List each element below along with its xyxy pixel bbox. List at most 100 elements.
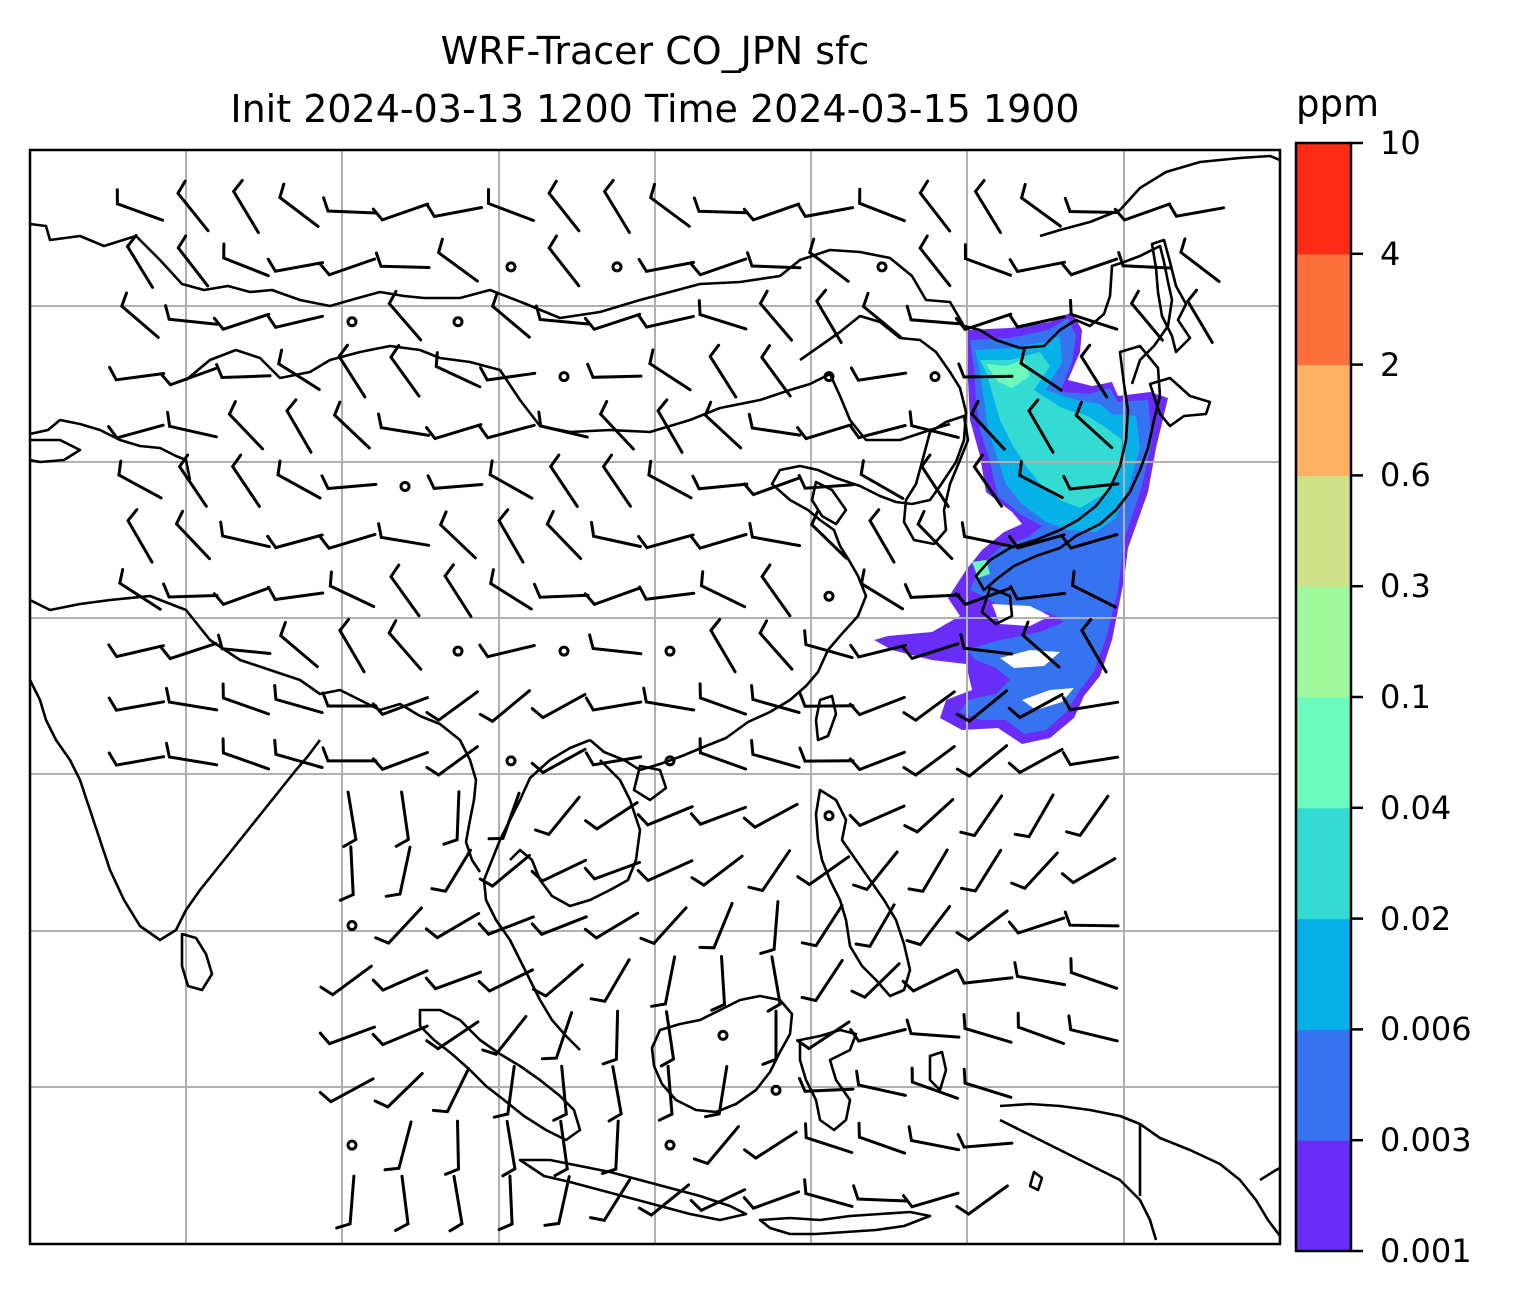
japan-honshu — [974, 344, 1162, 592]
philippines — [814, 788, 912, 998]
wind-barb — [642, 686, 696, 712]
wind-barb — [798, 746, 855, 763]
wind-barb — [478, 423, 536, 440]
wind-barb — [159, 642, 218, 661]
wind-barb — [487, 791, 521, 841]
wind-barb — [903, 583, 961, 599]
wind-barb — [424, 970, 482, 991]
wind-barb — [589, 958, 631, 1003]
wind-barb — [318, 1077, 375, 1104]
wind-barb — [698, 901, 734, 950]
wind-barb — [746, 251, 802, 270]
japan-hokkaido — [1148, 376, 1212, 428]
wind-barb — [425, 423, 483, 441]
colorbar-swatch — [1296, 697, 1351, 809]
wind-barb — [443, 563, 473, 618]
wind-barb — [1008, 313, 1066, 329]
colorbar-tick-label: 2 — [1380, 345, 1401, 384]
wind-barb — [850, 962, 901, 1000]
colorbar-unit-label: ppm — [1296, 82, 1380, 125]
wind-barb — [120, 291, 160, 339]
wind-barb — [425, 690, 479, 723]
wind-barb — [742, 202, 801, 222]
colorbar-swatch — [1296, 253, 1351, 366]
sri-lanka — [180, 932, 214, 992]
wind-barb — [530, 747, 587, 775]
colorbar-tick-label: 0.1 — [1380, 678, 1431, 716]
wind-barb — [690, 533, 748, 550]
wind-barb — [1071, 570, 1117, 609]
wind-barb-calm — [664, 755, 676, 767]
wind-barb — [117, 459, 163, 500]
wind-barb — [481, 1015, 528, 1056]
wind-barb — [742, 1190, 801, 1210]
wind-barb — [444, 1119, 461, 1176]
wind-barb — [1065, 794, 1110, 838]
wind-barb — [108, 366, 166, 382]
wind-barb — [222, 242, 270, 278]
wind-barb — [857, 1121, 907, 1155]
wind-barb — [431, 1067, 471, 1114]
wind-barb — [318, 257, 377, 277]
wind-barb — [859, 459, 905, 500]
wind-barb — [321, 691, 378, 708]
wind-barb — [903, 798, 955, 834]
wind-barb — [1129, 289, 1164, 342]
wind-barb — [552, 1064, 568, 1122]
wind-barb — [1061, 751, 1120, 767]
india-west-coast — [30, 679, 322, 942]
wind-barb-calm — [664, 645, 676, 657]
wind-barb — [955, 1184, 1009, 1216]
wind-barb — [487, 188, 535, 222]
wind-barb — [868, 508, 896, 564]
wind-barb — [1018, 459, 1064, 500]
wind-barb — [478, 853, 531, 888]
wind-barb — [477, 968, 534, 993]
wind-barb — [266, 533, 324, 550]
colorbar — [1294, 141, 1363, 1253]
wind-barb — [589, 1178, 632, 1222]
wind-barb — [383, 1120, 413, 1172]
wind-barb — [1117, 251, 1173, 270]
wind-barb — [322, 196, 378, 215]
wind-barb — [425, 1020, 480, 1051]
wind-barb — [1113, 202, 1172, 222]
wind-barb-calm — [770, 1084, 782, 1096]
wind-barb — [540, 1011, 574, 1061]
wind-barb — [497, 508, 525, 564]
wind-barb — [1008, 533, 1066, 550]
wind-barb — [748, 521, 802, 548]
wind-barb — [424, 911, 481, 940]
wind-barb — [489, 568, 533, 611]
wind-barb — [692, 1125, 740, 1166]
wind-barb-calm — [505, 755, 517, 767]
wind-barb — [1069, 298, 1119, 331]
wind-barb — [107, 423, 165, 440]
wind-barb — [852, 1184, 908, 1203]
wind-barb-calm — [929, 371, 941, 383]
wind-barb — [803, 1178, 854, 1208]
wind-barb — [710, 955, 727, 1012]
wind-barb — [125, 233, 154, 289]
wind-barb — [859, 568, 904, 611]
wind-barb — [760, 563, 792, 618]
wind-barb-calm — [558, 645, 570, 657]
lesser-sunda — [758, 1210, 932, 1236]
wind-barb — [215, 363, 272, 380]
wind-barb-calm — [611, 261, 623, 273]
wind-barb-calm — [452, 316, 464, 328]
wind-barb — [919, 453, 950, 508]
wind-barb — [759, 900, 780, 955]
wind-barb — [916, 510, 954, 560]
wind-barb — [848, 750, 906, 772]
wind-barb — [902, 690, 956, 723]
wind-barb — [814, 288, 843, 344]
graticule — [30, 150, 1280, 1244]
wind-barb — [743, 1130, 798, 1160]
map-frame — [28, 148, 1282, 1246]
wind-barb — [425, 745, 479, 777]
wind-barb — [387, 289, 423, 342]
wind-barb — [697, 299, 748, 331]
wind-barb — [230, 453, 261, 508]
map-subtitle: Init 2024-03-13 1200 Time 2024-03-15 190… — [230, 87, 1080, 131]
